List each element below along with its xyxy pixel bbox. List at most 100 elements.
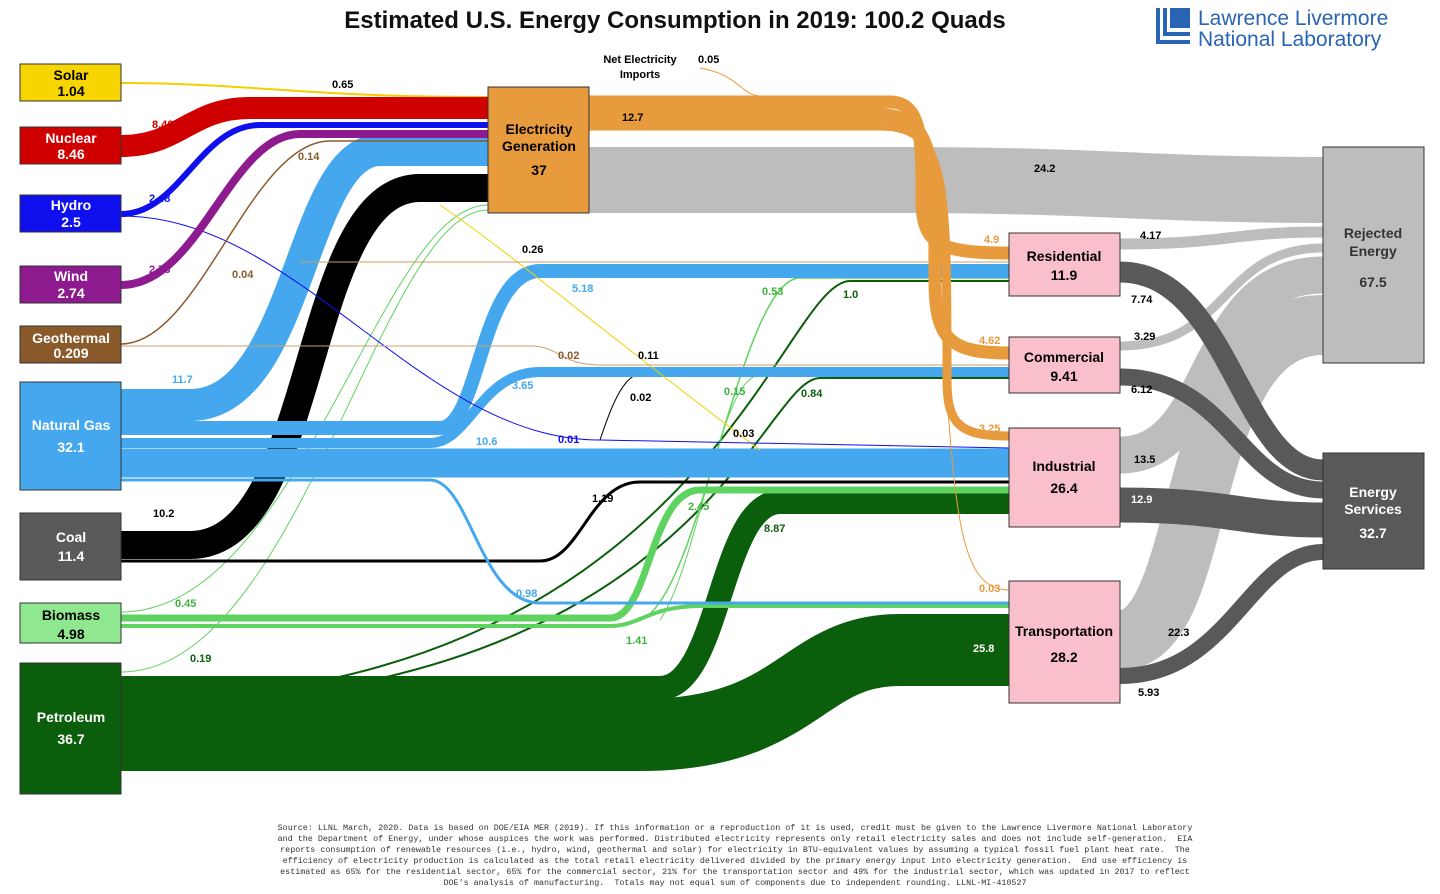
label-ind-services: 12.9 — [1131, 494, 1152, 506]
label-biomass-res: 0.53 — [762, 286, 783, 298]
label-com-services: 6.12 — [1131, 384, 1152, 396]
node-rejected-energy: Rejected Energy 67.5 — [1322, 146, 1425, 364]
flow-biomass-ind — [121, 486, 1009, 622]
svg-text:11.9: 11.9 — [1051, 267, 1078, 283]
svg-text:Energy: Energy — [1349, 243, 1397, 259]
label-trans-rejected: 22.3 — [1168, 627, 1189, 639]
svg-text:0.209: 0.209 — [53, 345, 88, 361]
flow-hydro-elec — [120, 122, 488, 217]
label-biomass-trans: 1.41 — [626, 635, 647, 647]
source-footnote: Source: LLNL March, 2020. Data is based … — [277, 823, 1193, 888]
label-ind-rejected: 13.5 — [1134, 454, 1155, 466]
label-geo-other: 0.04 — [232, 269, 254, 281]
label-wind-elec: 2.73 — [149, 264, 170, 276]
flow-wind-elec — [120, 130, 488, 289]
svg-text:Residential: Residential — [1027, 248, 1102, 264]
node-natural-gas: Natural Gas 32.1 — [19, 381, 122, 491]
flow-res-rejected — [1119, 226, 1324, 250]
flow-solar-other — [439, 204, 761, 451]
biomass-flows — [120, 204, 1009, 628]
label-ng-res: 5.18 — [572, 283, 593, 295]
label-ng-trans: 0.98 — [516, 588, 537, 600]
label-coal-ind: 1.19 — [592, 493, 613, 505]
svg-text:Nuclear: Nuclear — [45, 130, 97, 146]
flow-coal-ind — [121, 480, 1009, 563]
label-solar-ind: 0.03 — [733, 428, 754, 440]
label-petro-res: 1.0 — [843, 289, 858, 301]
flow-coal-com — [599, 369, 661, 441]
svg-text:Net Electricity: Net Electricity — [603, 54, 677, 66]
flow-petro-com — [120, 377, 1009, 706]
label-petro-com: 0.84 — [801, 388, 823, 400]
svg-text:Hydro: Hydro — [51, 197, 91, 213]
flow-labels: 0.65 8.46 2.48 2.73 0.14 0.04 11.7 10.2 … — [149, 79, 1189, 699]
flow-ind-services — [1119, 487, 1324, 538]
label-ng-elec: 11.7 — [172, 374, 193, 386]
svg-text:Coal: Coal — [56, 529, 86, 545]
flow-elec-ind — [589, 121, 1010, 441]
label-petro-elec: 0.19 — [190, 653, 211, 665]
svg-text:4.98: 4.98 — [57, 626, 84, 642]
node-coal: Coal 11.4 — [19, 512, 122, 581]
flow-ind-rejected — [1118, 256, 1324, 474]
svg-text:11.4: 11.4 — [58, 548, 85, 564]
flow-ng-elec — [121, 134, 488, 421]
svg-text:Imports: Imports — [620, 69, 660, 81]
svg-text:Electricity: Electricity — [506, 121, 573, 137]
svg-text:26.4: 26.4 — [1050, 480, 1077, 496]
electricity-flows — [589, 67, 1010, 591]
svg-text:Energy: Energy — [1349, 484, 1397, 500]
node-commercial: Commercial 9.41 — [1008, 336, 1121, 394]
flow-elec-rejected — [589, 147, 1324, 223]
flow-petro-trans — [121, 614, 1009, 771]
svg-text:32.7: 32.7 — [1359, 525, 1386, 541]
node-residential: Residential 11.9 — [1008, 232, 1121, 297]
label-elec-com: 4.62 — [979, 335, 1000, 347]
chart-title: Estimated U.S. Energy Consumption in 201… — [344, 7, 1006, 34]
svg-text:9.41: 9.41 — [1050, 368, 1077, 384]
svg-text:Biomass: Biomass — [42, 607, 101, 623]
svg-text:32.1: 32.1 — [57, 439, 84, 455]
flow-solar-elec — [120, 82, 489, 98]
label-com-rejected: 3.29 — [1134, 331, 1155, 343]
flow-geo-com — [121, 345, 1009, 366]
node-transportation: Transportation 28.2 — [1008, 580, 1121, 704]
flow-nuclear-elec — [120, 97, 488, 157]
flow-com-rejected — [1119, 243, 1324, 351]
label-elec-rejected: 24.2 — [1034, 163, 1055, 175]
node-industrial: Industrial 26.4 — [1008, 427, 1121, 528]
label-elec-res: 4.9 — [984, 234, 999, 246]
label-coal-com: 0.02 — [630, 392, 651, 404]
flow-elec-com — [589, 108, 1010, 360]
flow-elec-res — [589, 95, 1010, 260]
flow-biomass-elec — [120, 204, 489, 613]
flow-trans-rejected — [1115, 295, 1326, 670]
svg-text:67.5: 67.5 — [1359, 274, 1386, 290]
svg-text:36.7: 36.7 — [57, 731, 84, 747]
flow-coal-elec — [121, 174, 488, 559]
rejected-flows — [589, 147, 1326, 670]
services-flows — [1119, 261, 1325, 684]
svg-text:2.5: 2.5 — [61, 214, 81, 230]
label-ng-ind: 10.6 — [476, 436, 497, 448]
flow-ng-res — [121, 264, 1009, 435]
svg-text:Transportation: Transportation — [1015, 623, 1113, 639]
svg-text:Generation: Generation — [502, 138, 576, 154]
svg-text:28.2: 28.2 — [1050, 649, 1077, 665]
flow-petro-ind — [121, 490, 1009, 700]
label-ng-com: 3.65 — [512, 380, 533, 392]
svg-text:Services: Services — [1344, 501, 1402, 517]
svg-text:0.05: 0.05 — [698, 54, 719, 66]
label-solar-com: 0.11 — [638, 350, 659, 362]
flow-net-imports — [699, 67, 761, 97]
label-biomass-elec: 0.45 — [175, 598, 196, 610]
svg-text:1.04: 1.04 — [57, 83, 84, 99]
svg-text:37: 37 — [531, 162, 547, 178]
